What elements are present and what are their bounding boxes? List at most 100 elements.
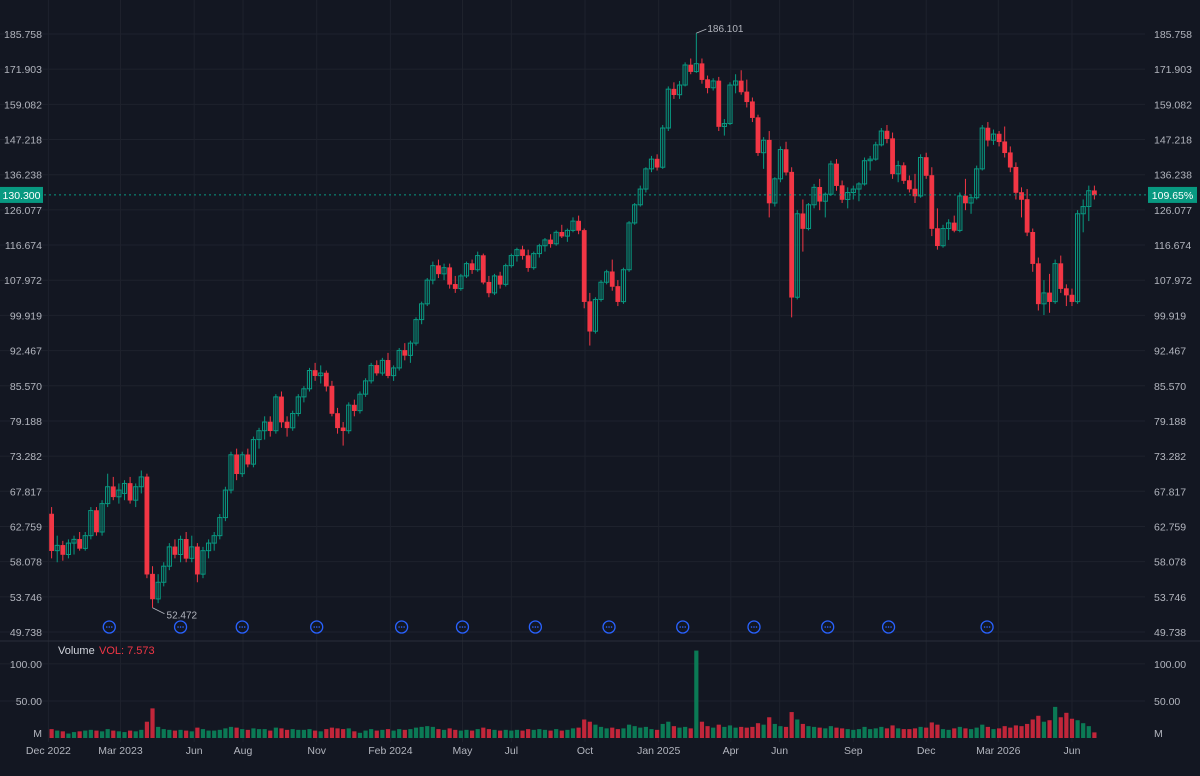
volume-bar — [374, 730, 379, 738]
candle-body — [419, 303, 425, 321]
volume-bar — [492, 729, 497, 738]
volume-bar — [671, 726, 677, 738]
candle-body — [845, 191, 851, 200]
volume-bar — [755, 723, 761, 738]
volume-bar — [273, 727, 278, 738]
right-price-tick-label: 126.077 — [1154, 205, 1192, 217]
candle-body — [463, 263, 470, 277]
event-marker-icon[interactable] — [102, 620, 116, 634]
candle-body — [497, 275, 503, 285]
candle-body — [755, 117, 761, 154]
candle-body — [985, 127, 991, 141]
volume-bar — [99, 731, 105, 738]
volume-bar — [845, 729, 850, 738]
volume-bar — [604, 728, 609, 738]
candle-body — [777, 149, 784, 180]
volume-bar — [498, 730, 503, 738]
candle-body — [228, 454, 234, 491]
volume-bar — [357, 732, 363, 738]
volume-bar — [991, 729, 996, 738]
event-marker-icon[interactable] — [602, 620, 616, 634]
candle-body — [929, 175, 935, 229]
volume-bar — [783, 726, 789, 738]
candle-body — [340, 427, 346, 432]
left-price-tick-label: 62.759 — [10, 521, 42, 533]
candle-body — [323, 372, 329, 387]
volume-bar — [526, 729, 531, 738]
event-marker-icon[interactable] — [173, 620, 188, 634]
candle-body — [385, 360, 391, 376]
candle-body — [194, 546, 200, 575]
volume-bar — [744, 727, 749, 738]
candle-body — [189, 546, 195, 559]
event-marker-icon[interactable] — [310, 620, 324, 634]
candle-body — [362, 380, 369, 395]
event-marker-icon[interactable] — [235, 620, 249, 634]
event-marker-icon[interactable] — [394, 620, 409, 634]
event-marker-icon[interactable] — [881, 620, 896, 634]
volume-bar — [88, 729, 93, 738]
right-volume-tick-label: 100.00 — [1154, 659, 1186, 671]
volume-bar — [879, 726, 884, 738]
volume-bar — [335, 728, 340, 738]
right-price-tick-label: 53.746 — [1154, 592, 1186, 604]
volume-bar — [638, 727, 643, 738]
candle-body — [873, 144, 879, 160]
candle-body — [290, 412, 296, 429]
volume-bar — [935, 724, 940, 738]
candle-body — [811, 186, 817, 206]
candle-body — [82, 535, 88, 549]
candle-body — [805, 204, 812, 230]
candle-body — [49, 513, 55, 551]
volume-bar — [184, 730, 189, 738]
right-price-tick-label: 79.188 — [1154, 416, 1186, 428]
volume-bar — [441, 729, 447, 738]
volume-bar — [419, 726, 424, 738]
candle-body — [205, 542, 212, 552]
volume-bar — [1086, 726, 1091, 738]
volume-bar — [1025, 723, 1030, 738]
event-marker-icon[interactable] — [676, 620, 690, 634]
time-axis-label: Oct — [577, 745, 593, 757]
volume-bar — [901, 729, 906, 738]
event-marker-icon[interactable] — [455, 620, 470, 634]
candle-body — [514, 249, 520, 257]
low-annotation-label: 52.472 — [167, 611, 198, 622]
volume-bar — [542, 729, 548, 738]
candle-body — [912, 188, 918, 197]
event-marker-icon[interactable] — [821, 620, 835, 634]
candle-body — [917, 157, 924, 197]
volume-bar — [1092, 732, 1097, 738]
candle-body — [834, 163, 839, 186]
volume-bar — [643, 726, 648, 738]
event-marker-icon[interactable] — [747, 620, 761, 634]
volume-bar — [1053, 706, 1058, 738]
event-marker-icon[interactable] — [528, 620, 543, 634]
right-price-tick-label: 159.082 — [1154, 99, 1192, 111]
candle-body — [1030, 232, 1036, 264]
left-price-tick-label: 159.082 — [4, 99, 42, 111]
volume-bar — [924, 727, 929, 738]
volume-bar — [1008, 727, 1013, 738]
candle-body — [548, 239, 553, 245]
candle-body — [469, 263, 475, 271]
candle-body — [979, 127, 985, 170]
event-marker-icon[interactable] — [980, 620, 994, 634]
volume-bar — [727, 725, 733, 738]
volume-bar — [144, 721, 150, 738]
time-axis-label: Jun — [771, 745, 788, 757]
volume-bar — [912, 728, 918, 738]
time-axis-label: Jan 2025 — [637, 745, 680, 757]
volume-bar — [77, 731, 82, 738]
candle-body — [935, 228, 940, 247]
candle-body — [727, 84, 733, 125]
volume-bar — [447, 728, 452, 738]
candle-body — [878, 130, 884, 146]
candle-body — [441, 267, 447, 275]
volume-bar — [811, 726, 817, 738]
volume-bar — [772, 723, 777, 738]
candle-body — [901, 165, 907, 181]
volume-bar — [346, 728, 351, 738]
